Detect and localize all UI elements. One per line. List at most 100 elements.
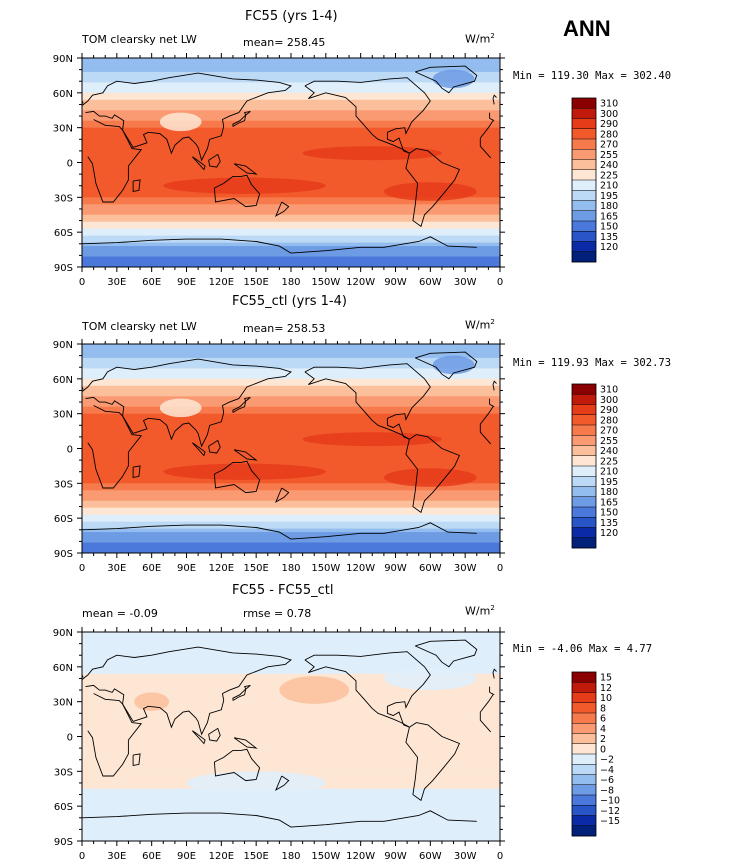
colorbar-swatch [572,692,596,704]
x-tick-label: 60W [419,563,442,574]
map-color-blob [302,432,442,447]
colorbar-swatch [572,384,596,395]
map-color-band [82,172,500,178]
map-panel-difference: 90N 60N 30N 0 30S 60S 90S 0 30E 60E 90E 120E 150E 180… [53,627,505,862]
map-color-band [82,138,500,143]
map-color-band [82,406,500,411]
map-color-band [82,71,500,77]
y-tick-label: 60S [54,802,73,813]
map-color-band [82,767,500,772]
map-color-band [82,764,500,769]
map-color-band [82,809,500,814]
map-color-band [82,99,500,104]
map-color-band [82,434,500,439]
x-tick-label: 0 [497,851,503,862]
y-tick-label: 30S [54,767,73,778]
colorbar-label: 2 [600,734,606,745]
coastline [82,358,292,448]
map-color-band [82,120,500,125]
panel-2-mean: mean= 258.53 [243,322,326,335]
map-color-band [82,204,500,209]
map-color-band [82,438,500,443]
map-color-band [82,61,500,66]
colorbar-label: −2 [600,755,614,766]
coastline [304,363,431,440]
colorbar-label: 290 [600,119,618,130]
x-tick-label: 90W [384,851,407,862]
colorbar-swatch [572,180,596,191]
y-tick-label: 90S [54,549,73,560]
colorbar-swatch [572,251,596,263]
coastline [208,439,221,454]
coastline [274,487,290,503]
map-color-band [82,823,500,828]
map-color-band [82,103,500,108]
colorbar-swatch [572,476,596,487]
map-color-band [82,712,500,717]
x-tick-label: 30W [454,851,477,862]
colorbar-label: −15 [600,816,620,827]
x-tick-label: 150W [311,563,340,574]
map-color-band [82,834,500,839]
map-color-blob [383,468,477,487]
coastline [479,424,492,445]
map-color-band [82,813,500,818]
map-color-band [82,225,500,230]
map-color-band [82,165,500,171]
colorbar-swatch [572,496,596,508]
map-color-band [82,420,500,425]
map-color-band [82,246,500,251]
colorbar-label: 240 [600,160,618,171]
map-color-band [82,799,500,804]
map-color-band [82,256,500,261]
x-tick-label: 30W [454,563,477,574]
coastline [479,694,494,713]
x-tick-label: 60W [419,851,442,862]
map-color-band [82,96,500,101]
map-color-band [82,722,500,727]
coastline [479,712,492,733]
colorbar-swatch [572,98,596,109]
map-color-blob [159,112,202,132]
map-color-band [82,242,500,247]
x-tick-label: 90W [384,563,407,574]
units-text: W/m [465,604,491,618]
map-color-band [82,645,500,651]
x-tick-label: 90E [177,277,196,288]
colorbar-swatch [572,682,596,693]
x-tick-label: 30W [454,277,477,288]
x-tick-label: 60E [142,851,161,862]
map-color-band [82,525,500,530]
map-color-blob [163,177,326,194]
coastline [82,72,292,162]
map-color-band [82,546,500,551]
map-color-band [82,753,500,758]
coastline [82,646,292,736]
map-color-band [82,507,500,512]
map-color-band [82,361,500,366]
y-tick-label: 0 [67,733,73,744]
map-color-band [82,344,500,349]
x-tick-label: 180 [281,277,300,288]
y-tick-label: 0 [67,445,73,456]
coastline [132,465,141,479]
map-color-band [82,263,500,267]
map-color-band [82,211,500,216]
map-color-band [82,483,500,488]
coastline [304,651,431,728]
colorbar-label: 210 [600,181,618,192]
map-color-band [82,659,500,664]
x-tick-label: 150W [311,851,340,862]
units-exponent: 2 [490,318,495,326]
colorbar-swatch [572,169,596,181]
map-color-band [82,58,500,63]
colorbar-swatch [572,537,596,549]
map-color-band [82,239,500,244]
coastline [492,94,497,105]
colorbar-swatch [572,507,596,518]
colorbar-swatch [572,764,596,775]
map-color-band [82,739,500,745]
map-color-band [82,830,500,835]
map-color-band [82,715,500,720]
coastline [213,748,261,782]
